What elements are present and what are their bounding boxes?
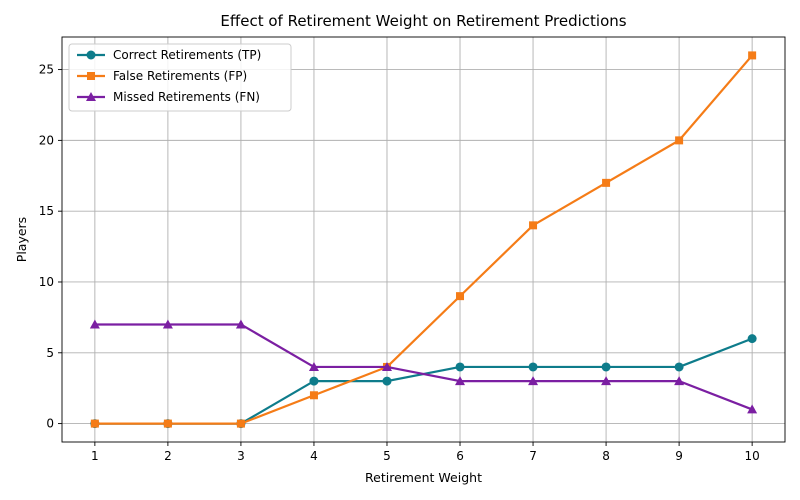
series-3: [89, 319, 758, 414]
legend: Correct Retirements (TP) False Retirement…: [68, 43, 292, 112]
data-point: [748, 51, 757, 60]
x-axis-label: Retirement Weight: [365, 470, 482, 485]
data-point: [381, 361, 392, 371]
y-tick-label: 5: [46, 346, 54, 360]
legend-marker: [86, 50, 96, 60]
legend-item: Missed Retirements (FN): [77, 90, 260, 104]
x-tick-label: 10: [744, 449, 759, 463]
data-point: [90, 419, 99, 428]
series-line: [94, 323, 753, 411]
data-point: [528, 362, 538, 372]
data-point: [163, 419, 172, 428]
data-point: [601, 362, 611, 372]
plot-frame: [61, 36, 786, 443]
data-point: [455, 362, 465, 372]
legend-label: Missed Retirements (FN): [113, 90, 260, 104]
data-point: [236, 419, 245, 428]
data-point: [674, 362, 684, 372]
data-point: [382, 376, 392, 386]
data-point: [602, 178, 611, 187]
legend-label: False Retirements (FP): [113, 69, 247, 83]
data-point: [308, 361, 319, 371]
series-layer: [89, 51, 758, 429]
data-point: [601, 376, 612, 386]
series-line: [94, 54, 753, 425]
data-point: [309, 391, 318, 400]
x-tick-label: 4: [310, 449, 318, 463]
data-point: [89, 319, 100, 329]
y-axis: 0 5 10 15 20 25: [39, 63, 62, 431]
data-point: [456, 292, 465, 301]
y-tick-label: 15: [39, 204, 54, 218]
y-tick-label: 10: [39, 275, 54, 289]
x-tick-label: 2: [164, 449, 172, 463]
x-tick-label: 1: [91, 449, 99, 463]
x-tick-label: 8: [602, 449, 610, 463]
legend-item: Correct Retirements (TP): [77, 48, 261, 62]
chart-title: Effect of Retirement Weight on Retiremen…: [220, 12, 626, 30]
x-axis: 1 2 3 4 5 6 7 8 9 10: [91, 442, 760, 463]
data-point: [747, 334, 757, 344]
data-point: [528, 376, 539, 386]
legend-box: [68, 43, 292, 112]
legend-item: False Retirements (FP): [77, 69, 247, 83]
data-point: [675, 136, 684, 145]
series-2: [90, 51, 757, 428]
data-point: [674, 376, 685, 386]
data-point: [162, 319, 173, 329]
x-tick-label: 5: [383, 449, 391, 463]
x-tick-label: 9: [675, 449, 683, 463]
legend-marker: [87, 72, 95, 80]
data-point: [455, 376, 466, 386]
data-point: [747, 404, 758, 414]
x-tick-label: 3: [237, 449, 245, 463]
legend-marker: [86, 92, 96, 101]
legend-label: Correct Retirements (TP): [113, 48, 261, 62]
y-tick-label: 25: [39, 63, 54, 77]
data-point: [529, 221, 538, 230]
data-point: [235, 319, 246, 329]
y-axis-label: Players: [14, 217, 29, 262]
y-tick-label: 20: [39, 133, 54, 147]
y-tick-label: 0: [46, 417, 54, 431]
data-point: [309, 376, 319, 386]
x-tick-label: 7: [529, 449, 537, 463]
x-tick-label: 6: [456, 449, 464, 463]
